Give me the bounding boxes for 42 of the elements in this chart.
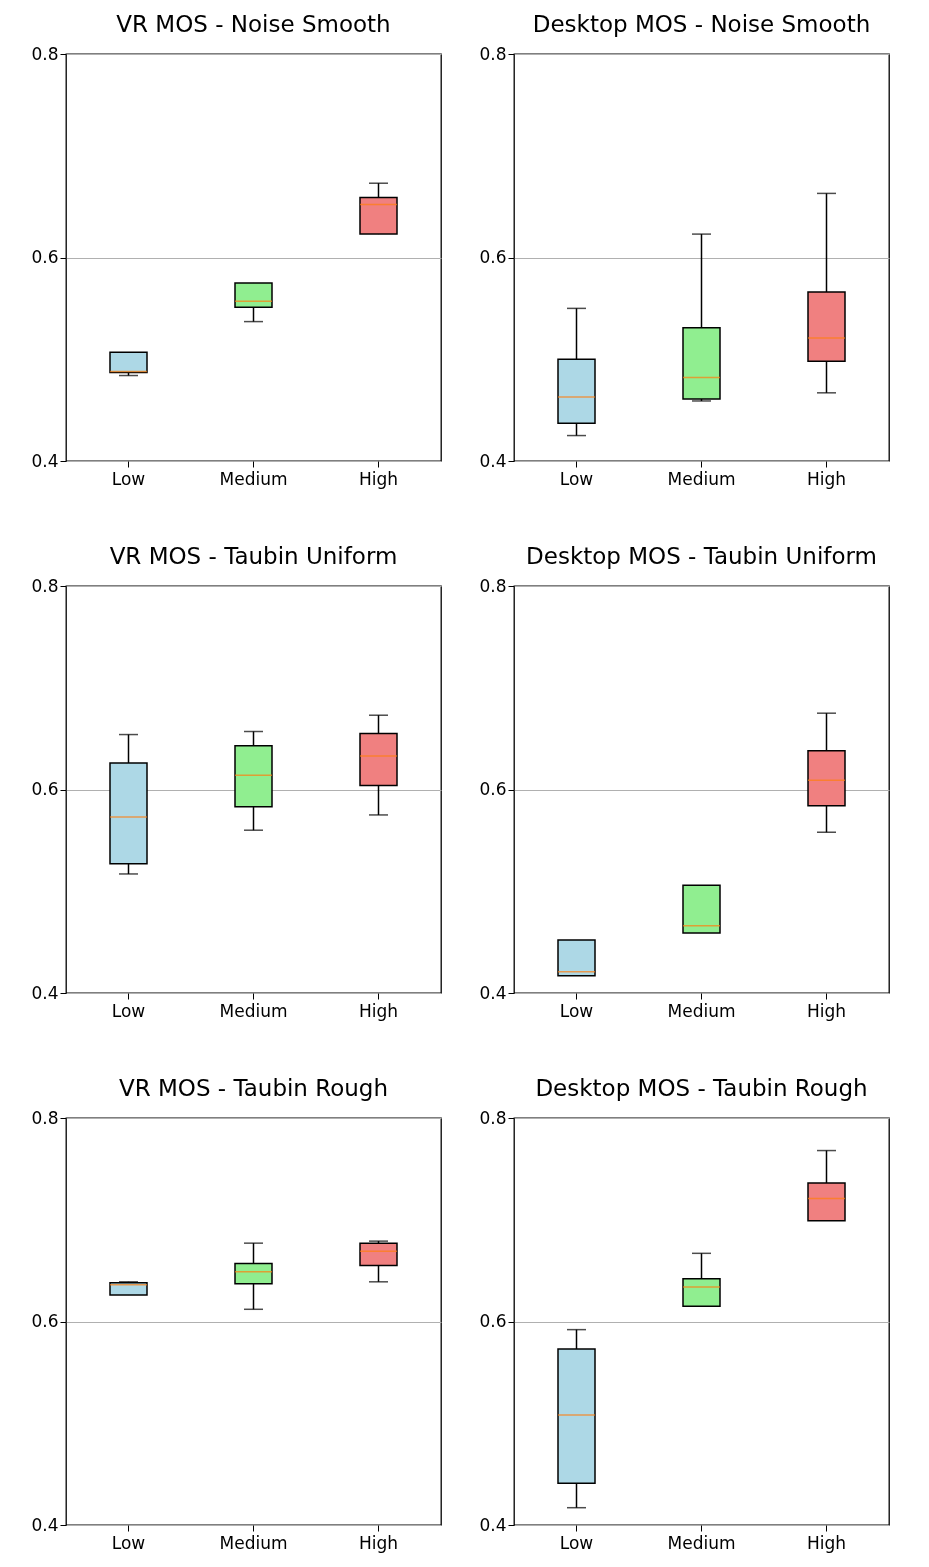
y-tick-label: 0.6: [479, 247, 507, 267]
x-tick-label: Medium: [219, 1000, 288, 1021]
x-tick-label: High: [358, 1000, 399, 1021]
x-tick-label: Low: [111, 468, 146, 489]
x-tick-label: Medium: [667, 1000, 736, 1021]
y-tick-label: 0.4: [479, 1514, 507, 1535]
y-tick-label: 0.8: [31, 1107, 59, 1128]
y-tick-label: 0.4: [31, 982, 59, 1003]
x-tick-label: High: [806, 1532, 847, 1553]
y-tick-label: 0.8: [479, 43, 507, 64]
x-tick-label: Medium: [667, 1532, 736, 1553]
x-tick-label: Low: [559, 1000, 594, 1021]
chart-title: Desktop MOS - Taubin Uniform: [526, 543, 877, 569]
y-tick-label: 0.4: [31, 450, 59, 471]
x-tick-label: Low: [111, 1532, 146, 1553]
x-tick-label: High: [358, 468, 399, 489]
y-tick-label: 0.6: [479, 779, 507, 799]
x-tick-label: High: [358, 1532, 399, 1553]
chart-title: VR MOS - Noise Smooth: [116, 11, 391, 37]
chart-title: VR MOS - Taubin Rough: [118, 1075, 389, 1101]
y-tick-label: 0.8: [31, 575, 59, 596]
chart-title: Desktop MOS - Taubin Rough: [535, 1075, 868, 1101]
x-tick-label: Medium: [667, 468, 736, 489]
y-tick-label: 0.6: [31, 247, 59, 267]
x-tick-label: Low: [559, 468, 594, 489]
x-tick-label: Medium: [219, 1532, 288, 1553]
y-tick-label: 0.8: [479, 1107, 507, 1128]
y-tick-label: 0.6: [31, 779, 59, 799]
y-tick-label: 0.4: [479, 982, 507, 1003]
chart-title: VR MOS - Taubin Uniform: [109, 543, 398, 569]
y-tick-label: 0.8: [479, 575, 507, 596]
chart-title: Desktop MOS - Noise Smooth: [532, 11, 871, 37]
x-tick-label: Low: [559, 1532, 594, 1553]
y-tick-label: 0.6: [31, 1311, 59, 1331]
x-tick-label: High: [806, 1000, 847, 1021]
x-tick-label: Medium: [219, 468, 288, 489]
y-tick-label: 0.4: [31, 1514, 59, 1535]
x-tick-label: Low: [111, 1000, 146, 1021]
y-tick-label: 0.8: [31, 43, 59, 64]
y-tick-label: 0.6: [479, 1311, 507, 1331]
x-tick-label: High: [806, 468, 847, 489]
y-tick-label: 0.4: [479, 450, 507, 471]
